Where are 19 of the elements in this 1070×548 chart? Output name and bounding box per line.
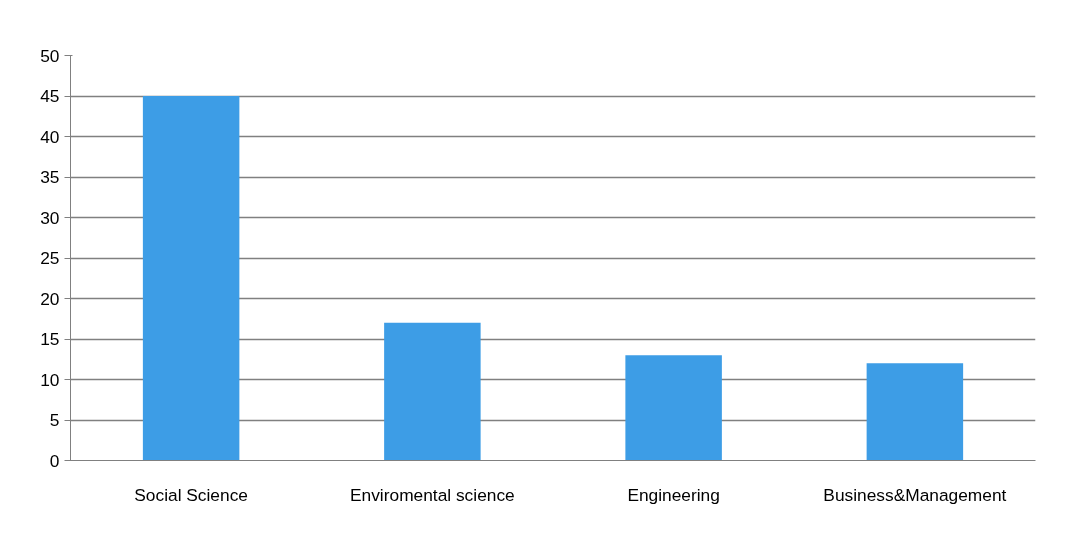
bar	[625, 355, 722, 461]
y-tick-label: 40	[40, 126, 60, 147]
bar	[866, 363, 964, 461]
x-tick-label: Social Science	[134, 484, 248, 505]
x-tick-label: Enviromental science	[350, 484, 515, 505]
y-tick-label: 35	[40, 167, 60, 187]
bar	[142, 96, 240, 461]
bar	[384, 322, 481, 461]
y-tick-label: 25	[40, 248, 60, 268]
y-tick-label: 20	[40, 288, 60, 309]
x-tick-label: Engineering	[627, 484, 720, 505]
y-tick-label: 0	[49, 450, 60, 471]
y-tick-label: 15	[40, 329, 60, 349]
y-tick-label: 30	[40, 207, 60, 228]
y-tick-label: 5	[49, 410, 60, 430]
y-tick-label: 45	[40, 86, 60, 106]
y-tick-label: 50	[40, 45, 60, 66]
y-tick-label: 10	[40, 369, 60, 390]
x-tick-label: Business&Management	[823, 484, 1007, 505]
